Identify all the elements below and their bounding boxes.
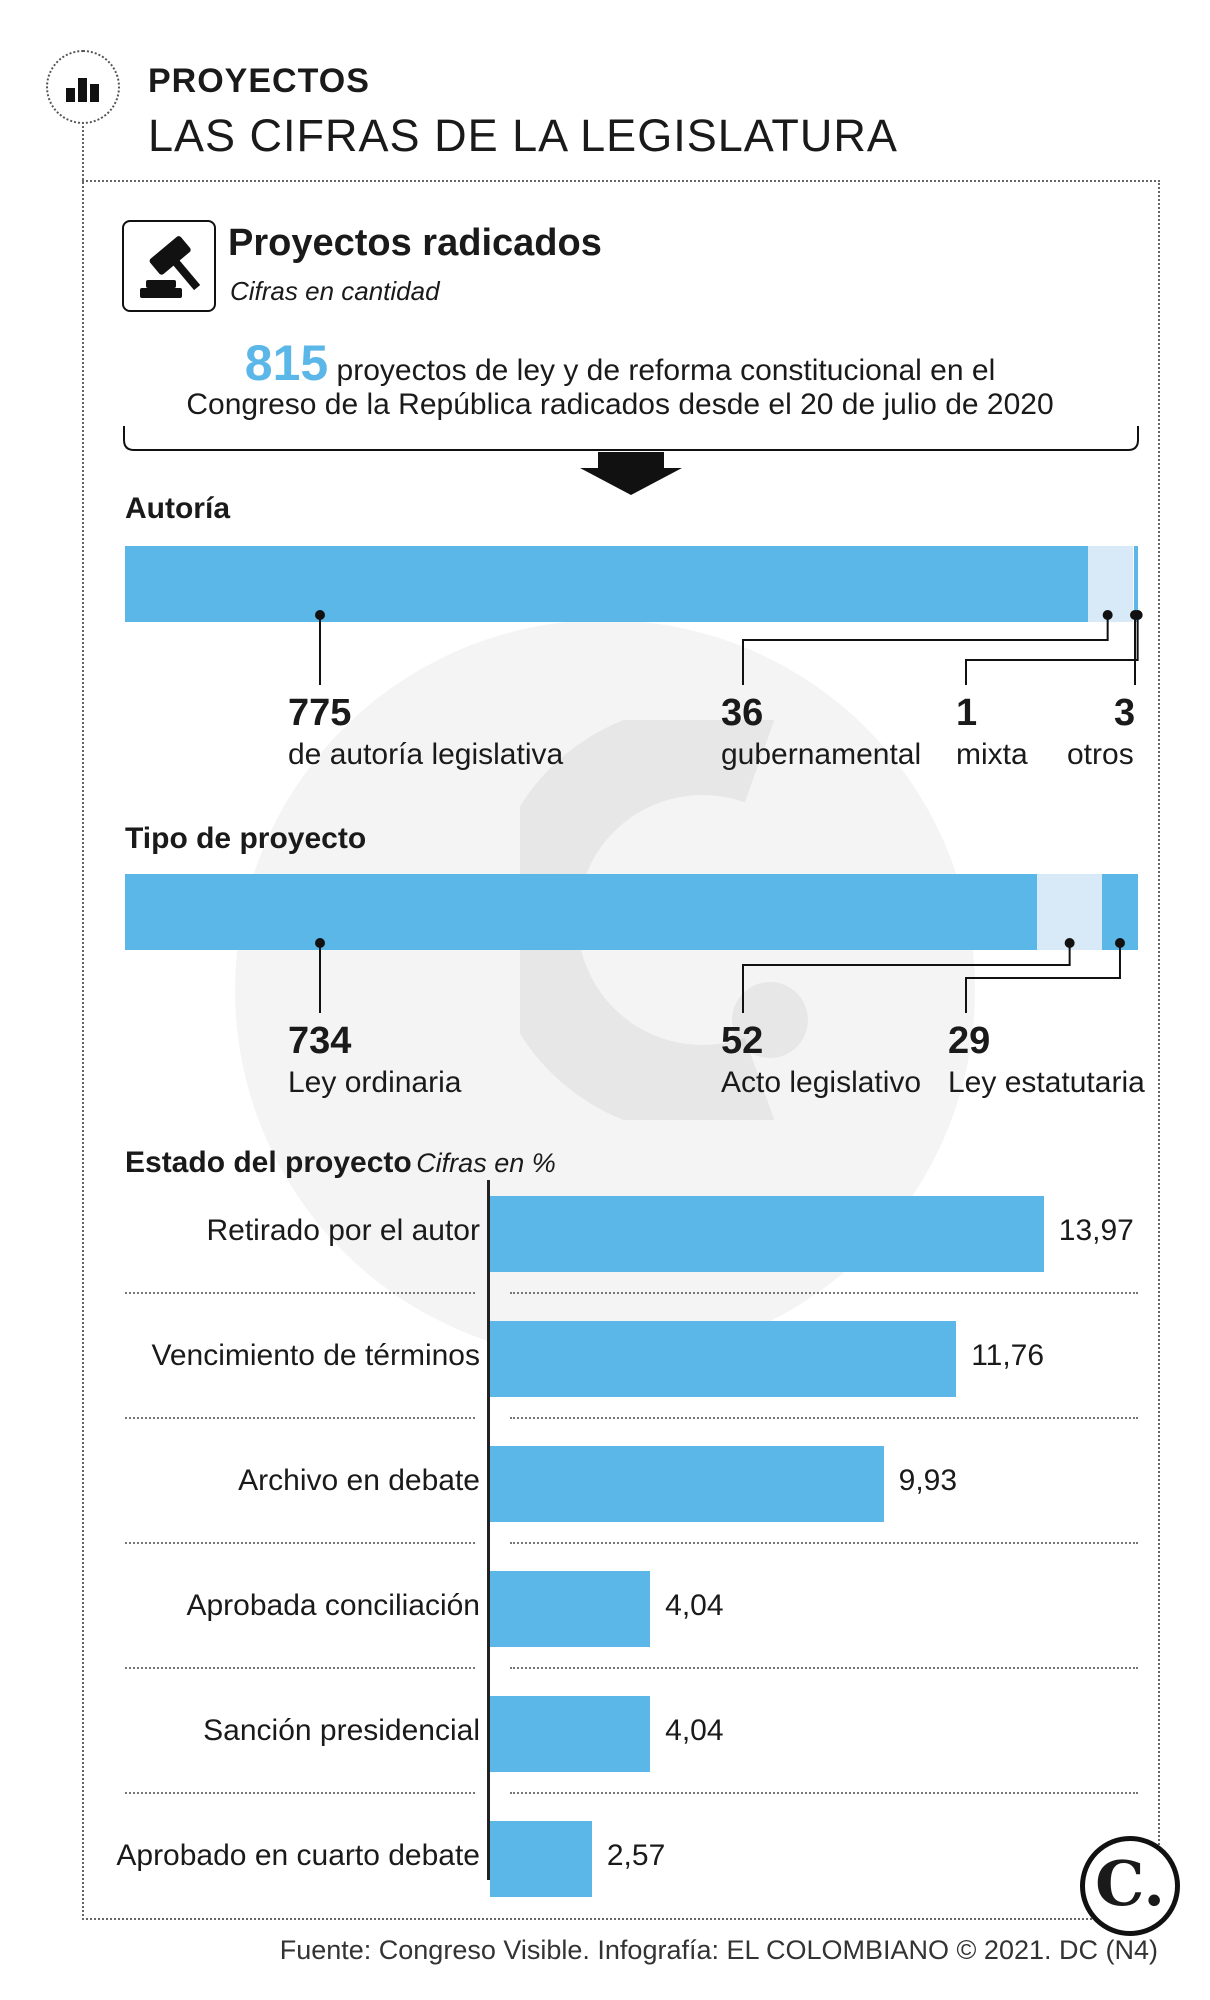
section-subtitle: Cifras en cantidad [230,276,440,306]
estado-separator-right [510,1417,1138,1419]
estado-value-6: 2,57 [606,1839,666,1872]
estado-bar-6 [490,1821,592,1897]
autoria-leader-3 [965,615,1139,685]
kicker: PROYECTOS [148,62,370,100]
autoria-label-1: de autoría legislativa [288,738,564,771]
estado-bar-4 [490,1571,651,1647]
estado-separator-left [125,1542,475,1544]
autoria-segment-2 [1088,546,1134,622]
estado-separator-left [125,1667,475,1669]
autoria-leader-2-dot [1102,610,1113,620]
tipo-value-3: 29 [948,1020,991,1062]
autoria-leader-1-dot [315,610,325,620]
estado-separator-left [125,1292,475,1294]
estado-label-3: Archivo en debate [238,1464,480,1497]
estado-heading: Estado del proyecto [125,1146,412,1179]
tipo-leader-1-dot [315,938,325,948]
content-frame [82,180,1160,1920]
total-text-2: Congreso de la República radicados desde… [186,388,1054,421]
tipo-label-1: Ley ordinaria [288,1066,462,1099]
gavel-icon [122,220,216,312]
tipo-label-3: Ley estatutaria [948,1066,1145,1099]
tipo-segment-3 [1101,874,1138,950]
tipo-label-2: Acto legislativo [721,1066,922,1099]
estado-value-4: 4,04 [665,1589,724,1622]
total-text-1: proyectos de ley y de reforma constituci… [336,354,996,387]
estado-separator-left [125,1417,475,1419]
section-title: Proyectos radicados [228,222,602,264]
frame-left-line [82,122,84,1916]
tipo-leaders [315,938,1125,1013]
estado-axis [487,1180,490,1880]
estado-value-5: 4,04 [665,1714,724,1747]
autoria-segment-1 [125,546,1089,622]
tipo-leader-3 [965,943,1121,1013]
total-line-1: 815 proyectos de ley y de reforma consti… [0,334,1210,392]
autoria-leader-4-dot [1130,610,1140,620]
estado-separator-right [510,1542,1138,1544]
page-title: LAS CIFRAS DE LA LEGISLATURA [148,110,898,161]
tipo-heading: Tipo de proyecto [125,822,367,855]
bracket-arrow [123,426,1139,495]
estado-bar-3 [490,1446,884,1522]
autoria-label-3: mixta [956,738,1028,771]
autoria-bar [125,546,1138,622]
estado-heading-row: Estado del proyecto Cifras en % [125,1146,556,1180]
estado-separator-right [510,1792,1138,1794]
autoria-segment-3 [1133,546,1135,622]
estado-bar-2 [490,1321,957,1397]
estado-label-5: Sanción presidencial [203,1714,480,1747]
estado-label-2: Vencimiento de términos [151,1339,480,1372]
estado-label-6: Aprobado en cuarto debate [116,1839,480,1872]
source-credit: Fuente: Congreso Visible. Infografía: EL… [279,1935,1158,1965]
estado-separator-left [125,1792,475,1794]
autoria-value-1: 775 [288,692,352,734]
tipo-leader-2 [742,943,1071,1013]
autoria-label-4: otros [1067,738,1134,771]
estado-value-3: 9,93 [898,1464,958,1497]
autoria-heading: Autoría [125,492,230,525]
autoria-value-4: 3 [1114,692,1136,734]
tipo-leader-3-dot [1114,938,1125,948]
down-arrow-icon [580,452,682,495]
autoria-leader-2 [742,615,1109,685]
tipo-segment-2 [1037,874,1102,950]
autoria-value-2: 36 [721,692,764,734]
tipo-bar [125,874,1138,950]
autoria-label-2: gubernamental [721,738,922,771]
el-colombiano-logo-icon: C. [1080,1836,1180,1936]
chart-icon [46,50,120,124]
total-value: 815 [244,335,329,391]
estado-bar-5 [490,1696,651,1772]
estado-label-1: Retirado por el autor [206,1214,481,1247]
autoria-segment-4 [1134,546,1138,622]
estado-label-4: Aprobada conciliación [186,1589,480,1622]
tipo-value-2: 52 [721,1020,764,1062]
estado-bar-1 [490,1196,1044,1272]
autoria-value-3: 1 [956,692,978,734]
estado-value-1: 13,97 [1058,1214,1134,1247]
tipo-value-1: 734 [288,1020,352,1062]
autoria-leaders [315,610,1143,685]
tipo-leader-2-dot [1064,938,1075,948]
estado-value-2: 11,76 [971,1339,1045,1372]
estado-separator-right [510,1292,1138,1294]
estado-unit-note: Cifras en % [416,1148,556,1178]
estado-separator-right [510,1667,1138,1669]
tipo-segment-1 [125,874,1038,950]
